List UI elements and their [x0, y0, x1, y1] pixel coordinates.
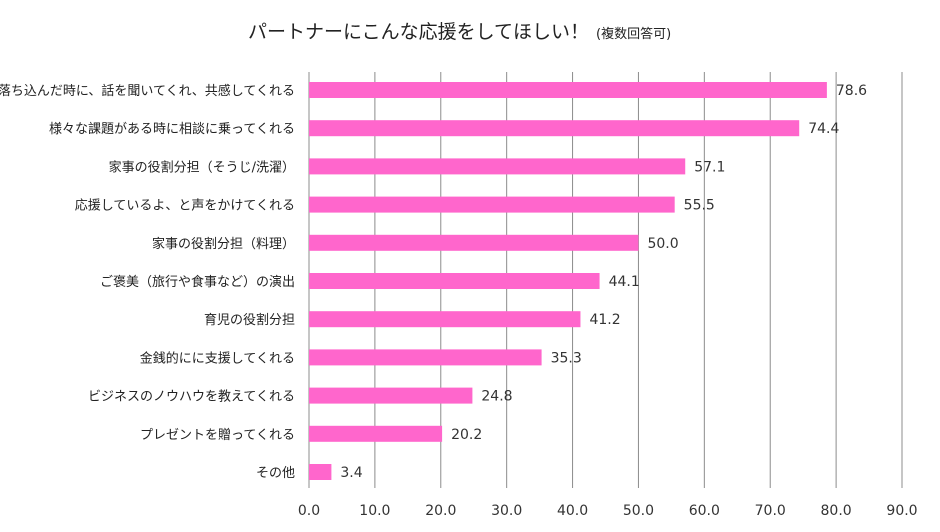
category-label: 様々な課題がある時に相談に乗ってくれる: [49, 121, 295, 137]
bar: [309, 196, 675, 213]
x-tick-label: 20.0: [425, 503, 456, 519]
bar: [309, 82, 827, 98]
x-tick-label: 10.0: [359, 503, 390, 519]
category-labels: 落ち込んだ時に、話を聞いてくれ、共感してくれる様々な課題がある時に相談に乗ってく…: [0, 83, 295, 481]
data-label: 41.2: [589, 312, 620, 328]
data-label: 3.4: [340, 465, 362, 481]
bar: [309, 273, 600, 289]
data-label: 57.1: [694, 159, 725, 175]
category-label: 家事の役割分担（そうじ/洗濯）: [109, 159, 295, 175]
category-label: プレゼントを贈ってくれる: [140, 427, 295, 443]
chart-subtitle: (複数回答可): [596, 26, 671, 42]
category-label: 落ち込んだ時に、話を聞いてくれ、共感してくれる: [0, 83, 295, 99]
data-label: 20.2: [451, 427, 482, 443]
category-label: ご褒美（旅行や食事など）の演出: [100, 274, 295, 290]
bar: [309, 387, 473, 404]
x-tick-label: 60.0: [689, 503, 720, 519]
data-label: 78.6: [836, 83, 867, 99]
bar: [309, 311, 581, 328]
bar: [309, 234, 639, 251]
data-label: 24.8: [481, 389, 512, 405]
data-label: 44.1: [609, 274, 640, 290]
x-tick-label: 80.0: [821, 503, 852, 519]
data-label: 35.3: [551, 350, 582, 366]
category-label: 育児の役割分担: [204, 312, 295, 328]
category-label: 応援しているよ、と声をかけてくれる: [75, 199, 295, 214]
x-tick-label: 50.0: [623, 503, 654, 519]
x-tick-label: 0.0: [298, 503, 320, 519]
x-tick-label: 30.0: [491, 503, 522, 519]
bars: 78.6 74.4 57.1 55.5 50.0 44.1 41.2 35.3 24.8 20.2…: [309, 82, 867, 481]
category-label: その他: [256, 466, 295, 481]
bar: [309, 425, 443, 442]
bar: [309, 349, 542, 366]
x-tick-label: 90.0: [886, 503, 917, 519]
bar: [309, 158, 686, 175]
x-tick-label: 40.0: [557, 503, 588, 519]
data-label: 74.4: [808, 121, 839, 137]
data-label: 55.5: [684, 198, 715, 214]
chart-title: パートナーにこんな応援をしてほしい！: [248, 21, 589, 43]
x-tick-label: 70.0: [755, 503, 786, 519]
data-label: 50.0: [647, 236, 678, 252]
x-axis-ticks: 0.0 10.0 20.0 30.0 40.0 50.0 60.0 70.0 80.0 90.0: [298, 503, 918, 519]
category-label: 家事の役割分担（料理）: [152, 236, 295, 252]
category-label: ビジネスのノウハウを教えてくれる: [88, 389, 295, 405]
bar: [309, 464, 332, 480]
bar: [309, 120, 800, 137]
category-label: 金銭的にに支援してくれる: [140, 350, 295, 366]
